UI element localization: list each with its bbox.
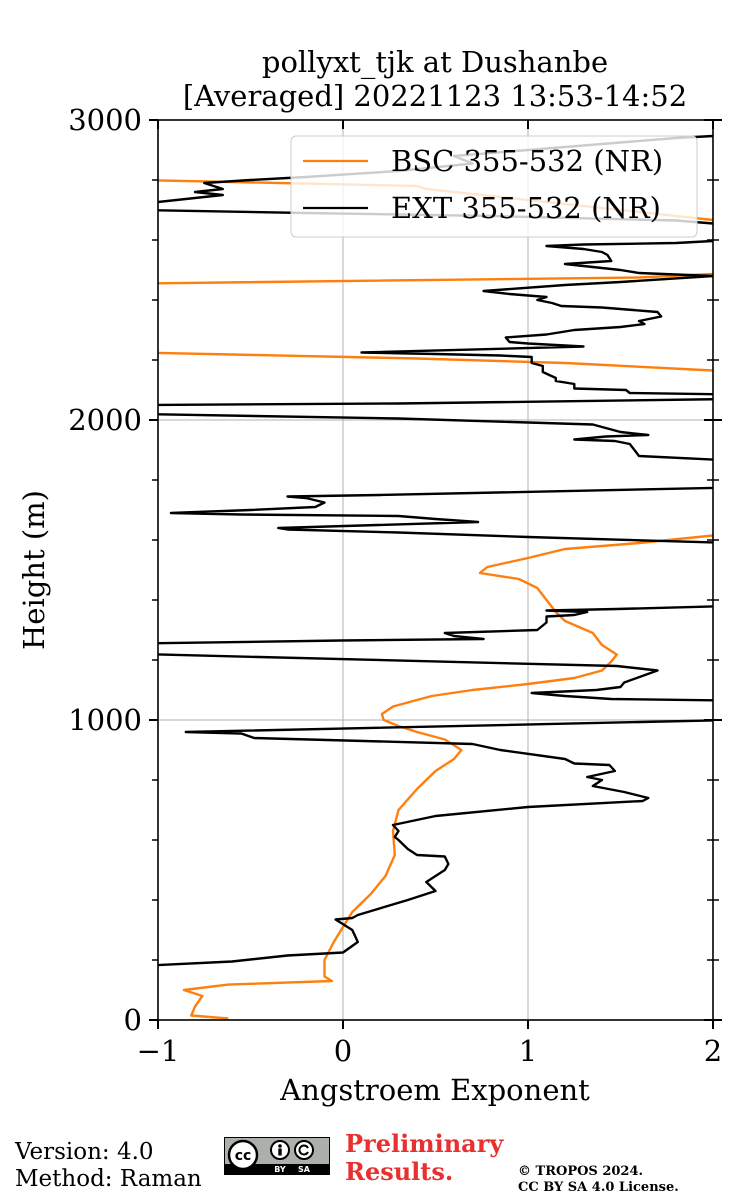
cc-by-text: BY [274, 1165, 286, 1174]
x-tick-label: 1 [519, 1034, 537, 1068]
y-tick-label: 1000 [68, 703, 142, 737]
chart-title-line1: pollyxt_tjk at Dushanbe [262, 45, 608, 80]
y-tick-label: 0 [124, 1003, 142, 1037]
legend-label-ext: EXT 355-532 (NR) [391, 191, 661, 225]
series-line-bsc [158, 179, 713, 1020]
method-label: Method: Raman [15, 1166, 202, 1192]
copyright-line2: CC BY SA 4.0 License. [518, 1180, 679, 1195]
y-tick-label: 3000 [68, 103, 142, 137]
grid [158, 120, 713, 1020]
preliminary-line1: Preliminary [345, 1129, 504, 1158]
preliminary-line2: Results. [345, 1157, 454, 1186]
cc-logo-text: cc [235, 1148, 252, 1164]
series-line-ext [158, 134, 713, 967]
x-tick-label: 2 [704, 1034, 722, 1068]
chart-title-line2: [Averaged] 20221123 13:53-14:52 [183, 79, 687, 113]
legend-box [290, 135, 698, 238]
series-layer [158, 134, 713, 1020]
y-axis-label: Height (m) [17, 490, 51, 650]
copyright-line1: © TROPOS 2024. [518, 1164, 644, 1179]
copyright-notice: © TROPOS 2024. CC BY SA 4.0 License. [518, 1164, 679, 1196]
preliminary-results-notice: Preliminary Results. [345, 1130, 503, 1186]
cc-by-sa-logo: cc BY SA [224, 1137, 330, 1175]
version-label: Version: 4.0 [15, 1139, 154, 1165]
cc-sa-text: SA [298, 1165, 311, 1174]
legend-label-bsc: BSC 355-532 (NR) [391, 144, 663, 178]
legend: BSC 355-532 (NR) EXT 355-532 (NR) [290, 135, 698, 238]
y-tick-label: 2000 [68, 403, 142, 437]
x-tick-label: −1 [137, 1034, 180, 1068]
plot-frame [157, 119, 714, 1021]
x-tick-label: 0 [334, 1034, 352, 1068]
x-axis-label: Angstroem Exponent [279, 1073, 590, 1107]
